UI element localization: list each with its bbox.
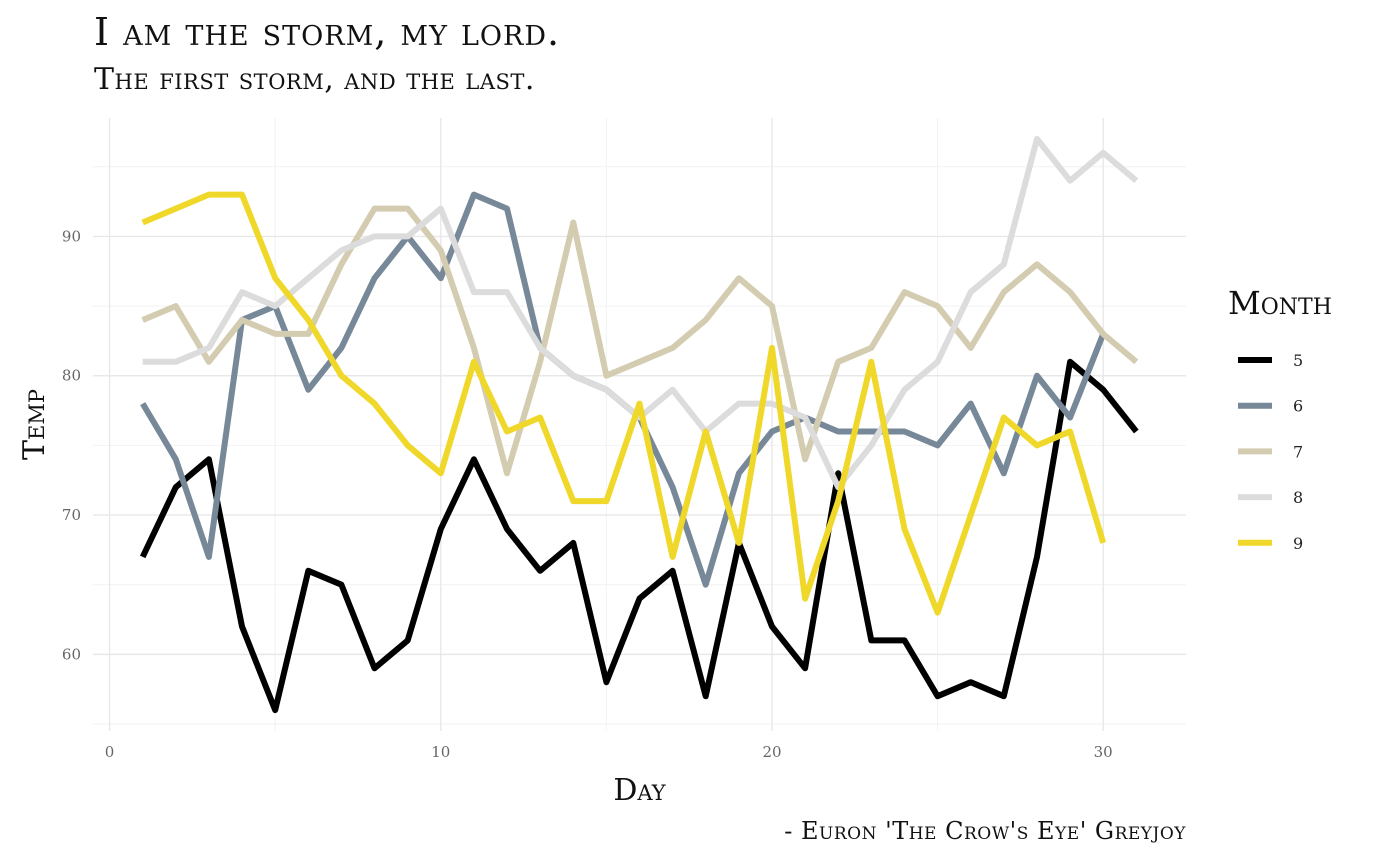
y-tick-label: 70 [62, 506, 81, 524]
legend-label-month-9: 9 [1293, 534, 1303, 553]
legend-label-month-6: 6 [1293, 397, 1303, 416]
x-tick-label: 10 [431, 743, 450, 761]
x-tick-label: 0 [105, 743, 115, 761]
x-axis-title: Day [613, 773, 666, 808]
y-tick-label: 60 [62, 645, 81, 663]
series-line-month-9 [141, 191, 1107, 616]
legend-label-month-5: 5 [1293, 351, 1303, 370]
series-line-month-7 [141, 205, 1139, 477]
x-tick-label: 20 [762, 743, 781, 761]
legend-title: Month [1228, 284, 1332, 322]
y-tick-label: 80 [62, 367, 81, 385]
y-axis-title: Temp [17, 389, 52, 460]
series-line-month-6 [140, 191, 1106, 588]
x-tick-label: 30 [1094, 743, 1113, 761]
series-line-month-5 [139, 358, 1139, 714]
legend-label-month-7: 7 [1293, 442, 1303, 461]
chart-caption: - Euron 'The Crow's Eye' Greyjoy [784, 817, 1186, 845]
chart-subtitle: The first storm, and the last. [94, 62, 535, 97]
chart-title: I am the storm, my lord. [94, 10, 561, 54]
y-tick-label: 90 [62, 227, 81, 245]
legend-label-month-8: 8 [1293, 488, 1303, 507]
